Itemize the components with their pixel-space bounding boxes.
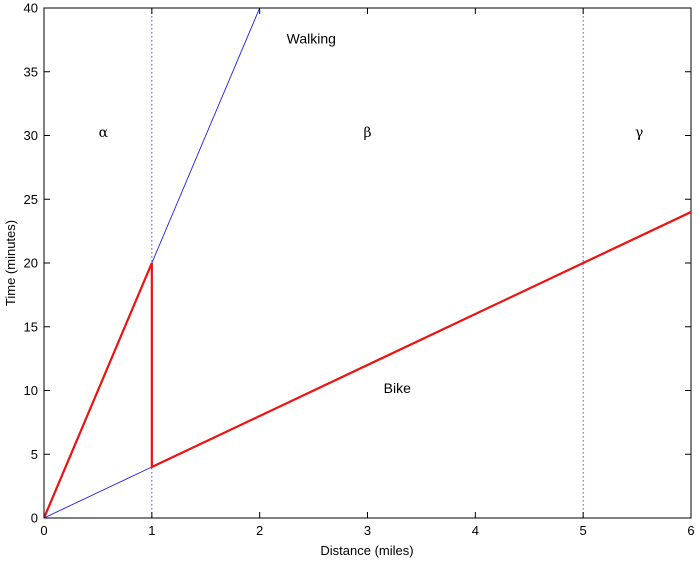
y-tick-label: 0 [31,511,38,526]
ticks-layer: 0 1 2 3 4 5 6 0 5 10 15 20 25 30 35 40 [24,1,695,539]
x-tick-label: 5 [580,523,587,538]
y-tick-label: 25 [24,192,38,207]
x-tick-label: 3 [364,523,371,538]
y-tick-label: 5 [31,447,38,462]
y-tick-label: 20 [24,256,38,271]
y-tick-label: 40 [24,1,38,16]
annotation-3: β [363,125,371,141]
x-tick-label: 4 [472,523,479,538]
y-tick-label: 35 [24,64,38,79]
x-axis-label: Distance (miles) [320,543,413,558]
annotation-4: γ [635,125,643,141]
y-tick-label: 15 [24,319,38,334]
y-tick-label: 10 [24,383,38,398]
annotation-1: Bike [384,380,411,396]
annotation-0: Walking [287,31,336,47]
series-line-2 [44,211,691,518]
x-tick-label: 2 [256,523,263,538]
x-tick-label: 0 [40,523,47,538]
y-tick-label: 30 [24,128,38,143]
series-line-1 [44,466,153,518]
y-axis-label: Time (minutes) [3,220,18,306]
plot-area [43,7,692,519]
annotation-layer: Walking Bike α β γ [99,31,644,396]
x-tick-label: 6 [687,523,694,538]
annotation-2: α [99,125,109,141]
x-tick-label: 1 [148,523,155,538]
series-layer [44,8,691,518]
